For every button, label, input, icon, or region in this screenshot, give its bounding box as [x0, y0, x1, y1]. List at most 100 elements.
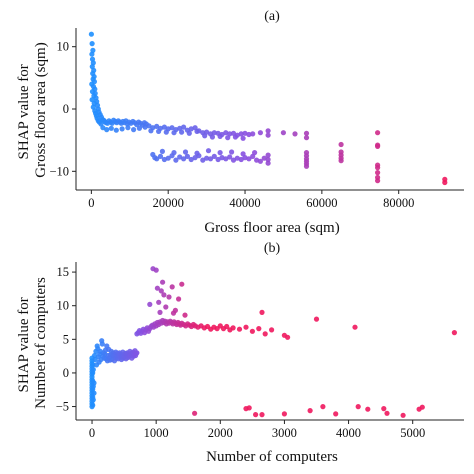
panel-a-data-point: [181, 156, 187, 162]
panel-a-data-point: [125, 125, 131, 131]
panel-b-data-point: [259, 412, 265, 418]
panel-b-label: (b): [264, 241, 281, 256]
panel-b-data-point: [451, 330, 457, 336]
panel-a-xtick-label: 0: [88, 196, 94, 210]
panel-b-plot: 0 1000 2000 3000 4000 5000 −5 0 5 10 15: [56, 262, 464, 440]
panel-a-data-point: [171, 130, 177, 136]
panel-b-data-point: [182, 312, 188, 318]
panel-a-data-point: [108, 125, 114, 131]
panel-a-data-point: [142, 124, 148, 130]
panel-a-data-point: [280, 130, 286, 136]
panel-a-data-point: [207, 156, 214, 162]
panel-b-data-point: [91, 390, 97, 396]
panel-a-data-point: [303, 130, 310, 136]
panel-b-data-point: [313, 316, 320, 322]
panel-a-data-point: [257, 158, 263, 164]
panel-a-data-point: [338, 141, 344, 148]
panel-a-data-point: [265, 156, 271, 163]
panel-a-data-point: [240, 151, 246, 157]
panel-a-data-point: [154, 156, 160, 162]
panel-a-data-point: [261, 155, 267, 161]
panel-b-data-point: [90, 367, 96, 373]
panel-b-data-point: [169, 284, 175, 290]
panel-a-data-point: [157, 153, 164, 159]
panel-b-data-point: [246, 405, 252, 411]
panel-a-data-point: [156, 128, 162, 134]
panel-b-data-point: [163, 304, 169, 310]
panel-b-data-point: [154, 285, 160, 291]
panel-b-data-point: [192, 410, 198, 416]
panel-b-ylabel-line-2: Number of computers: [33, 277, 49, 409]
panel-b-xtick-label: 3000: [272, 426, 297, 440]
panel-a-data-point: [265, 128, 271, 134]
panel-b-ytick-label: 15: [57, 265, 70, 279]
panel-a-data-point: [229, 149, 235, 155]
panel-a-data-point: [136, 125, 142, 131]
panel-a-ytick-label: 10: [57, 40, 70, 54]
panel-a-plot: 0 20000 40000 60000 80000 −10 0 10: [49, 28, 464, 210]
panel-a-data-point: [375, 143, 381, 149]
panel-a-data-point: [184, 153, 190, 159]
panel-a-data-point: [182, 149, 189, 155]
panel-b-data-point: [99, 341, 105, 347]
panel-a-data-point: [169, 125, 175, 131]
panel-b-data-point: [161, 292, 167, 298]
panel-a-data-point: [188, 126, 194, 132]
panel-a-data-point: [250, 131, 256, 137]
panel-a-data-point: [211, 153, 217, 159]
panel-a-data-point: [442, 179, 448, 186]
panel-a-xtick-label: 40000: [229, 196, 260, 210]
panel-b-data-point: [158, 288, 164, 294]
panel-b-data-point: [259, 309, 265, 315]
panel-b: (b) SHAP value for Number of computers 0…: [16, 241, 464, 465]
panel-a-ytick-label: 0: [63, 102, 69, 116]
panel-b-data-point: [249, 328, 255, 334]
panel-b-data-point: [134, 350, 140, 356]
panel-b-data-point: [147, 301, 153, 307]
panel-b-data-point: [320, 404, 326, 410]
panel-b-xtick-label: 1000: [144, 426, 169, 440]
panel-b-data-point: [156, 299, 162, 305]
panel-a-ylabel-line-1: SHAP value for: [16, 64, 32, 159]
panel-b-xtick-label: 2000: [208, 426, 233, 440]
panel-a-data-point: [217, 133, 223, 139]
panel-a-xtick-label: 60000: [306, 196, 337, 210]
panel-a-data-point: [194, 150, 200, 156]
panel-a-data-point: [209, 134, 215, 140]
panel-a-data-point: [375, 130, 381, 136]
panel-b-data-point: [355, 404, 361, 410]
panel-a-data-point: [150, 125, 156, 131]
panel-b-data-point: [224, 323, 230, 330]
panel-a-data-point: [88, 31, 94, 37]
panel-a-data-point: [188, 156, 194, 163]
panel-a-data-point: [375, 165, 381, 171]
panel-b-data-point: [269, 327, 275, 333]
panel-b-data-point: [172, 307, 178, 313]
panel-b-xtick-label: 0: [89, 426, 95, 440]
panel-a-data-point: [225, 135, 231, 141]
panel-a-ylabel-line-2: Gross floor area (sqm): [33, 42, 49, 177]
panel-a-data-point: [375, 170, 381, 176]
panel-a-data-point: [252, 150, 258, 156]
panel-a-data-point: [89, 51, 95, 57]
panel-a-data-point: [173, 157, 179, 163]
panel-b-data-point: [352, 324, 358, 330]
panel-a-xtick-label: 80000: [383, 196, 414, 210]
panel-b-data-point: [400, 412, 406, 418]
panel-b-data-point: [285, 334, 291, 340]
panel-b-data-point: [384, 410, 390, 416]
panel-a-data-point: [265, 160, 271, 166]
panel-a-data-point: [177, 154, 183, 160]
panel-b-data-point: [91, 380, 97, 386]
panel-b-data-point: [381, 406, 387, 412]
panel-a-data-point: [265, 152, 271, 158]
panel-b-data-point: [262, 331, 268, 337]
panel-a-data-point: [292, 131, 298, 137]
panel-b-data-point: [281, 411, 287, 417]
panel-b-ylabel-line-1: SHAP value for: [16, 297, 32, 392]
panel-b-data-point: [90, 402, 96, 408]
panel-a-data-point: [202, 133, 208, 139]
panel-b-data-point: [236, 326, 243, 332]
panel-b-xtick-label: 5000: [400, 426, 425, 440]
